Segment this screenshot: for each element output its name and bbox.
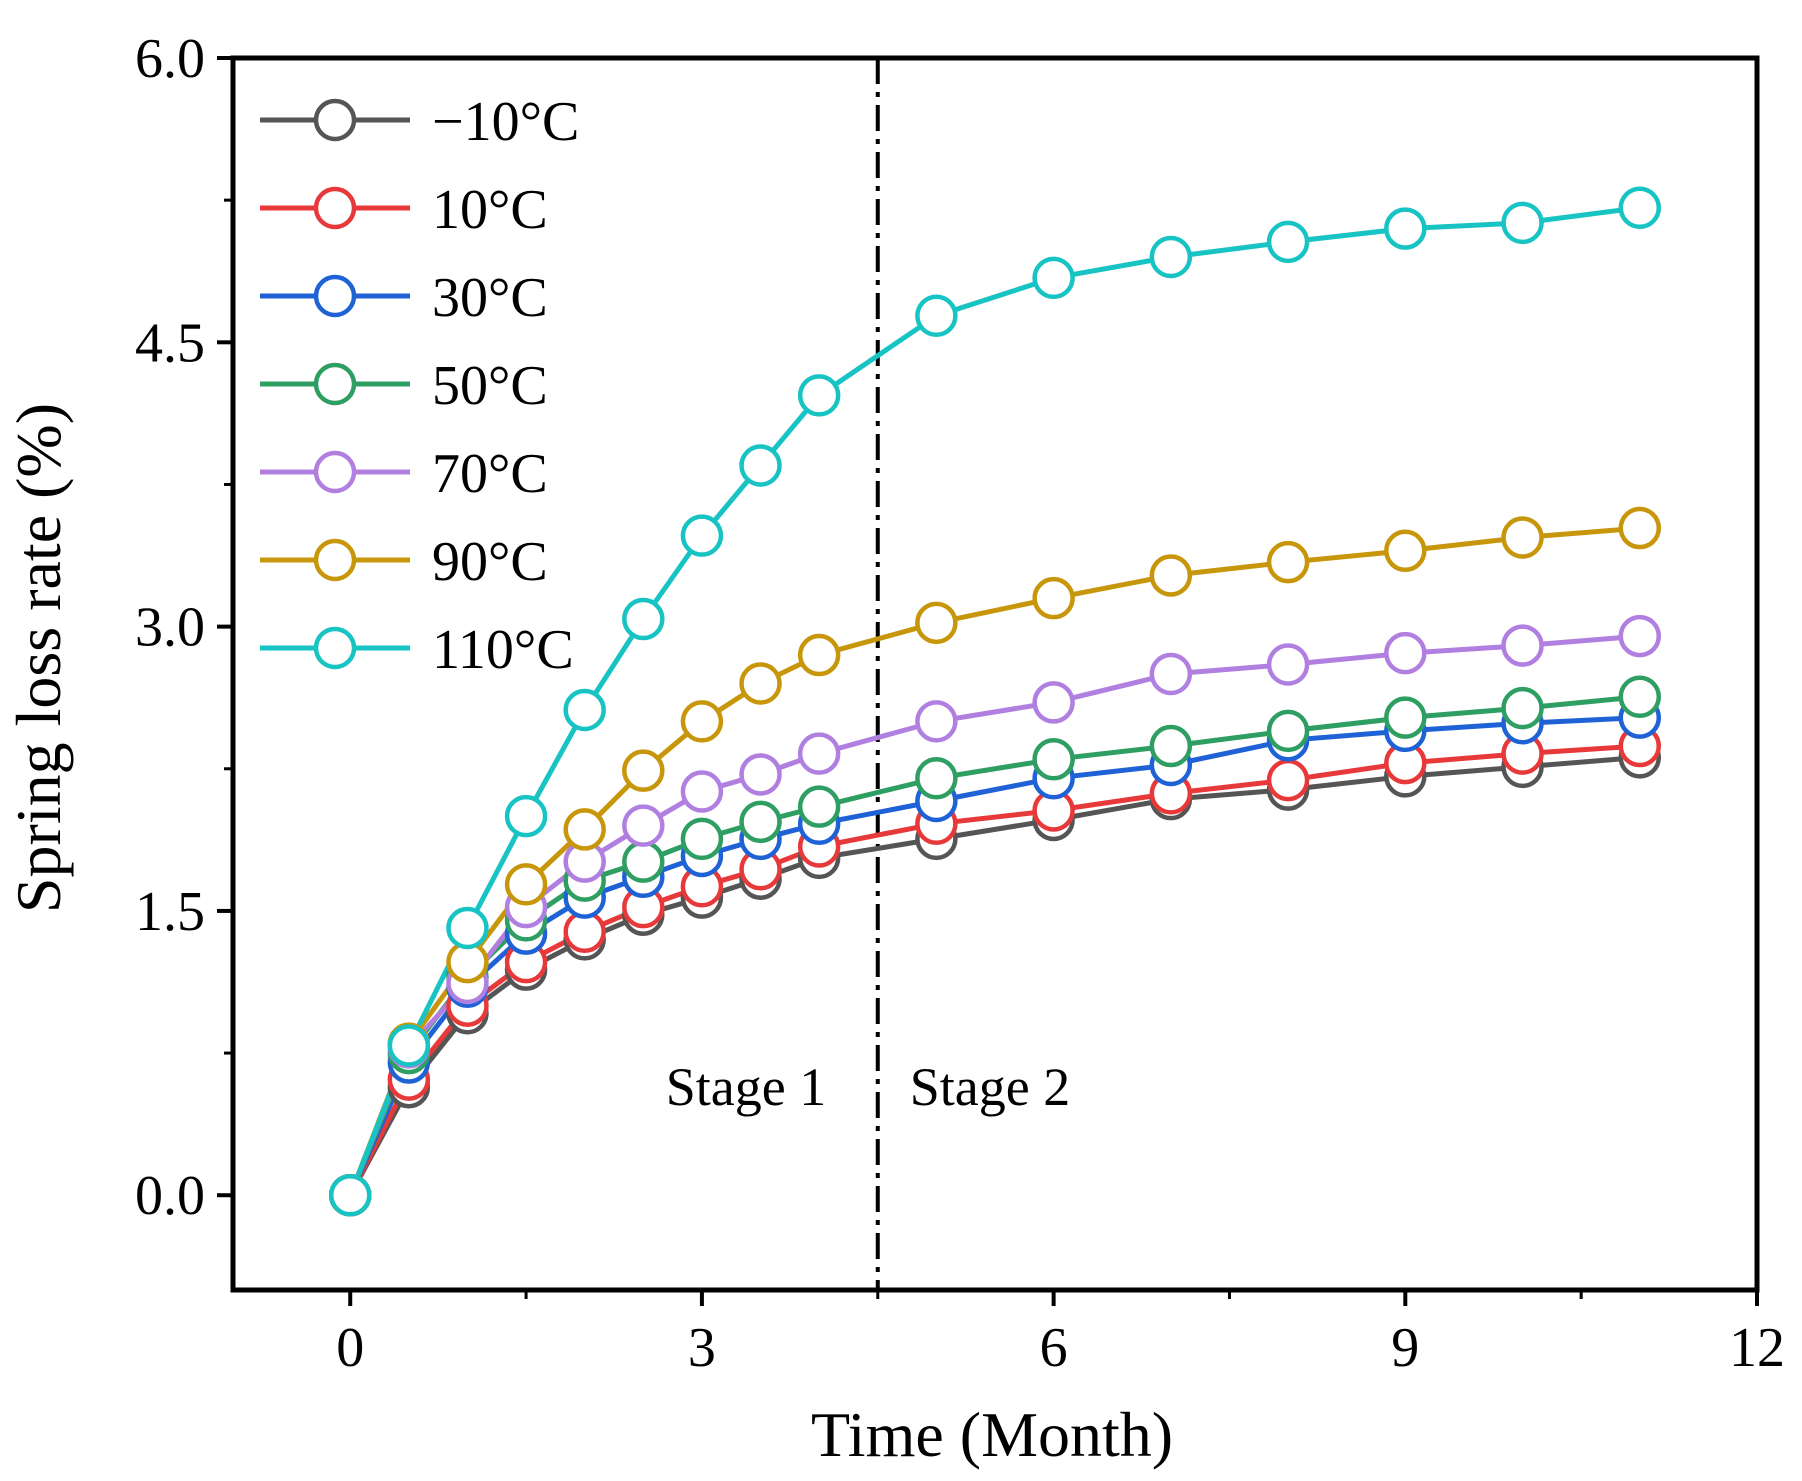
series-4-point-9 — [915, 700, 958, 743]
series-6-point-4 — [563, 688, 606, 732]
series-4-point-7 — [739, 753, 782, 796]
series-5-point-3 — [504, 863, 548, 906]
series-3-point-14 — [1501, 686, 1544, 730]
series-1-point-12 — [1266, 758, 1310, 802]
series-3-point-9 — [915, 756, 958, 800]
series-6-point-15 — [1618, 186, 1662, 229]
legend-marker-2 — [313, 274, 357, 318]
series-line-6 — [347, 205, 1641, 1197]
legend-label-2: 30°C — [432, 267, 548, 329]
legend-marker-3 — [313, 362, 357, 406]
legend-label-5: 90°C — [432, 531, 548, 593]
series-6-point-1 — [387, 1024, 431, 1067]
series-5-point-10 — [1032, 576, 1075, 620]
legend-label-3: 50°C — [432, 355, 548, 417]
axes: 0 3 6 9 12 0.0 1.5 3.0 4.5 6.0 — [135, 28, 1785, 1379]
series-line-0 — [348, 754, 1641, 1197]
series-3-point-8 — [797, 785, 841, 828]
series-points — [328, 186, 1662, 1217]
x-tick-label-2: 6 — [1040, 1317, 1068, 1379]
legend: −10°C 10°C 30°C 50°C 70°C 90°C 110°C — [260, 91, 579, 681]
legend-label-4: 70°C — [432, 443, 548, 505]
series-3-point-6 — [680, 817, 724, 861]
series-3-point-7 — [739, 800, 782, 844]
series-5-point-9 — [915, 601, 958, 645]
y-tick-label-4: 6.0 — [135, 28, 205, 90]
series-line-2 — [347, 715, 1640, 1197]
series-6-point-13 — [1384, 207, 1427, 250]
x-tick-label-3: 9 — [1391, 1317, 1419, 1379]
plot-frame — [230, 55, 1760, 1293]
series-4-point-13 — [1384, 631, 1427, 675]
y-tick-label-3: 4.5 — [135, 312, 205, 374]
series-3-point-10 — [1032, 738, 1075, 781]
series-5-point-6 — [680, 700, 724, 743]
x-tick-label-4: 12 — [1729, 1317, 1785, 1379]
legend-marker-5 — [313, 538, 357, 582]
series-6-point-6 — [680, 514, 724, 557]
annotation-stage-1: Stage 1 — [666, 1057, 826, 1117]
series-4-point-12 — [1266, 643, 1310, 686]
series-5-point-5 — [622, 749, 665, 792]
x-tick-label-0: 0 — [336, 1317, 364, 1379]
series-6-point-2 — [446, 906, 489, 950]
series-5-point-13 — [1384, 529, 1427, 573]
series-3-point-11 — [1149, 724, 1193, 768]
series-5-point-12 — [1266, 540, 1310, 584]
legend-marker-1 — [313, 186, 357, 230]
series-5-point-7 — [739, 662, 782, 705]
legend-marker-0 — [313, 98, 357, 142]
series-3-point-12 — [1266, 709, 1310, 753]
y-tick-label-1: 1.5 — [135, 881, 205, 943]
series-lines — [347, 205, 1641, 1197]
series-3-point-13 — [1384, 696, 1427, 739]
series-6-point-9 — [915, 294, 958, 338]
y-tick-label-0: 0.0 — [135, 1165, 205, 1227]
x-axis-title: Time (Month) — [811, 1399, 1173, 1470]
series-6-point-8 — [797, 374, 841, 417]
series-4-point-11 — [1149, 652, 1193, 696]
series-6-point-3 — [504, 794, 548, 838]
series-4-point-15 — [1618, 614, 1662, 658]
series-line-4 — [347, 633, 1641, 1197]
legend-label-1: 10°C — [432, 179, 548, 241]
legend-label-6: 110°C — [432, 619, 574, 681]
series-6-point-10 — [1032, 256, 1075, 300]
series-line-5 — [347, 525, 1640, 1197]
series-4-point-8 — [797, 732, 841, 775]
series-4-point-5 — [622, 804, 665, 847]
series-3-point-5 — [622, 840, 665, 883]
series-line-1 — [347, 743, 1640, 1197]
series-6-point-7 — [739, 444, 782, 487]
legend-label-0: −10°C — [432, 91, 579, 153]
series-5-point-14 — [1501, 516, 1544, 559]
series-6-point-14 — [1501, 201, 1544, 245]
series-3-point-15 — [1618, 675, 1662, 718]
x-tick-label-1: 3 — [688, 1317, 716, 1379]
legend-marker-4 — [313, 450, 357, 494]
series-6-point-12 — [1266, 220, 1310, 264]
series-5-point-15 — [1618, 506, 1662, 550]
y-tick-label-2: 3.0 — [135, 597, 205, 659]
series-4-point-6 — [680, 770, 724, 813]
series-5-point-11 — [1149, 554, 1193, 597]
series-6-point-5 — [622, 597, 665, 641]
annotation-stage-2: Stage 2 — [910, 1057, 1070, 1117]
y-axis-title: Spring loss rate (%) — [3, 403, 74, 913]
series-6-point-0 — [328, 1173, 372, 1217]
series-4-point-10 — [1032, 681, 1075, 724]
series-5-point-4 — [563, 808, 606, 851]
legend-marker-6 — [313, 626, 357, 670]
series-4-point-14 — [1501, 624, 1544, 667]
series-6-point-11 — [1149, 235, 1193, 279]
series-5-point-8 — [797, 633, 841, 677]
